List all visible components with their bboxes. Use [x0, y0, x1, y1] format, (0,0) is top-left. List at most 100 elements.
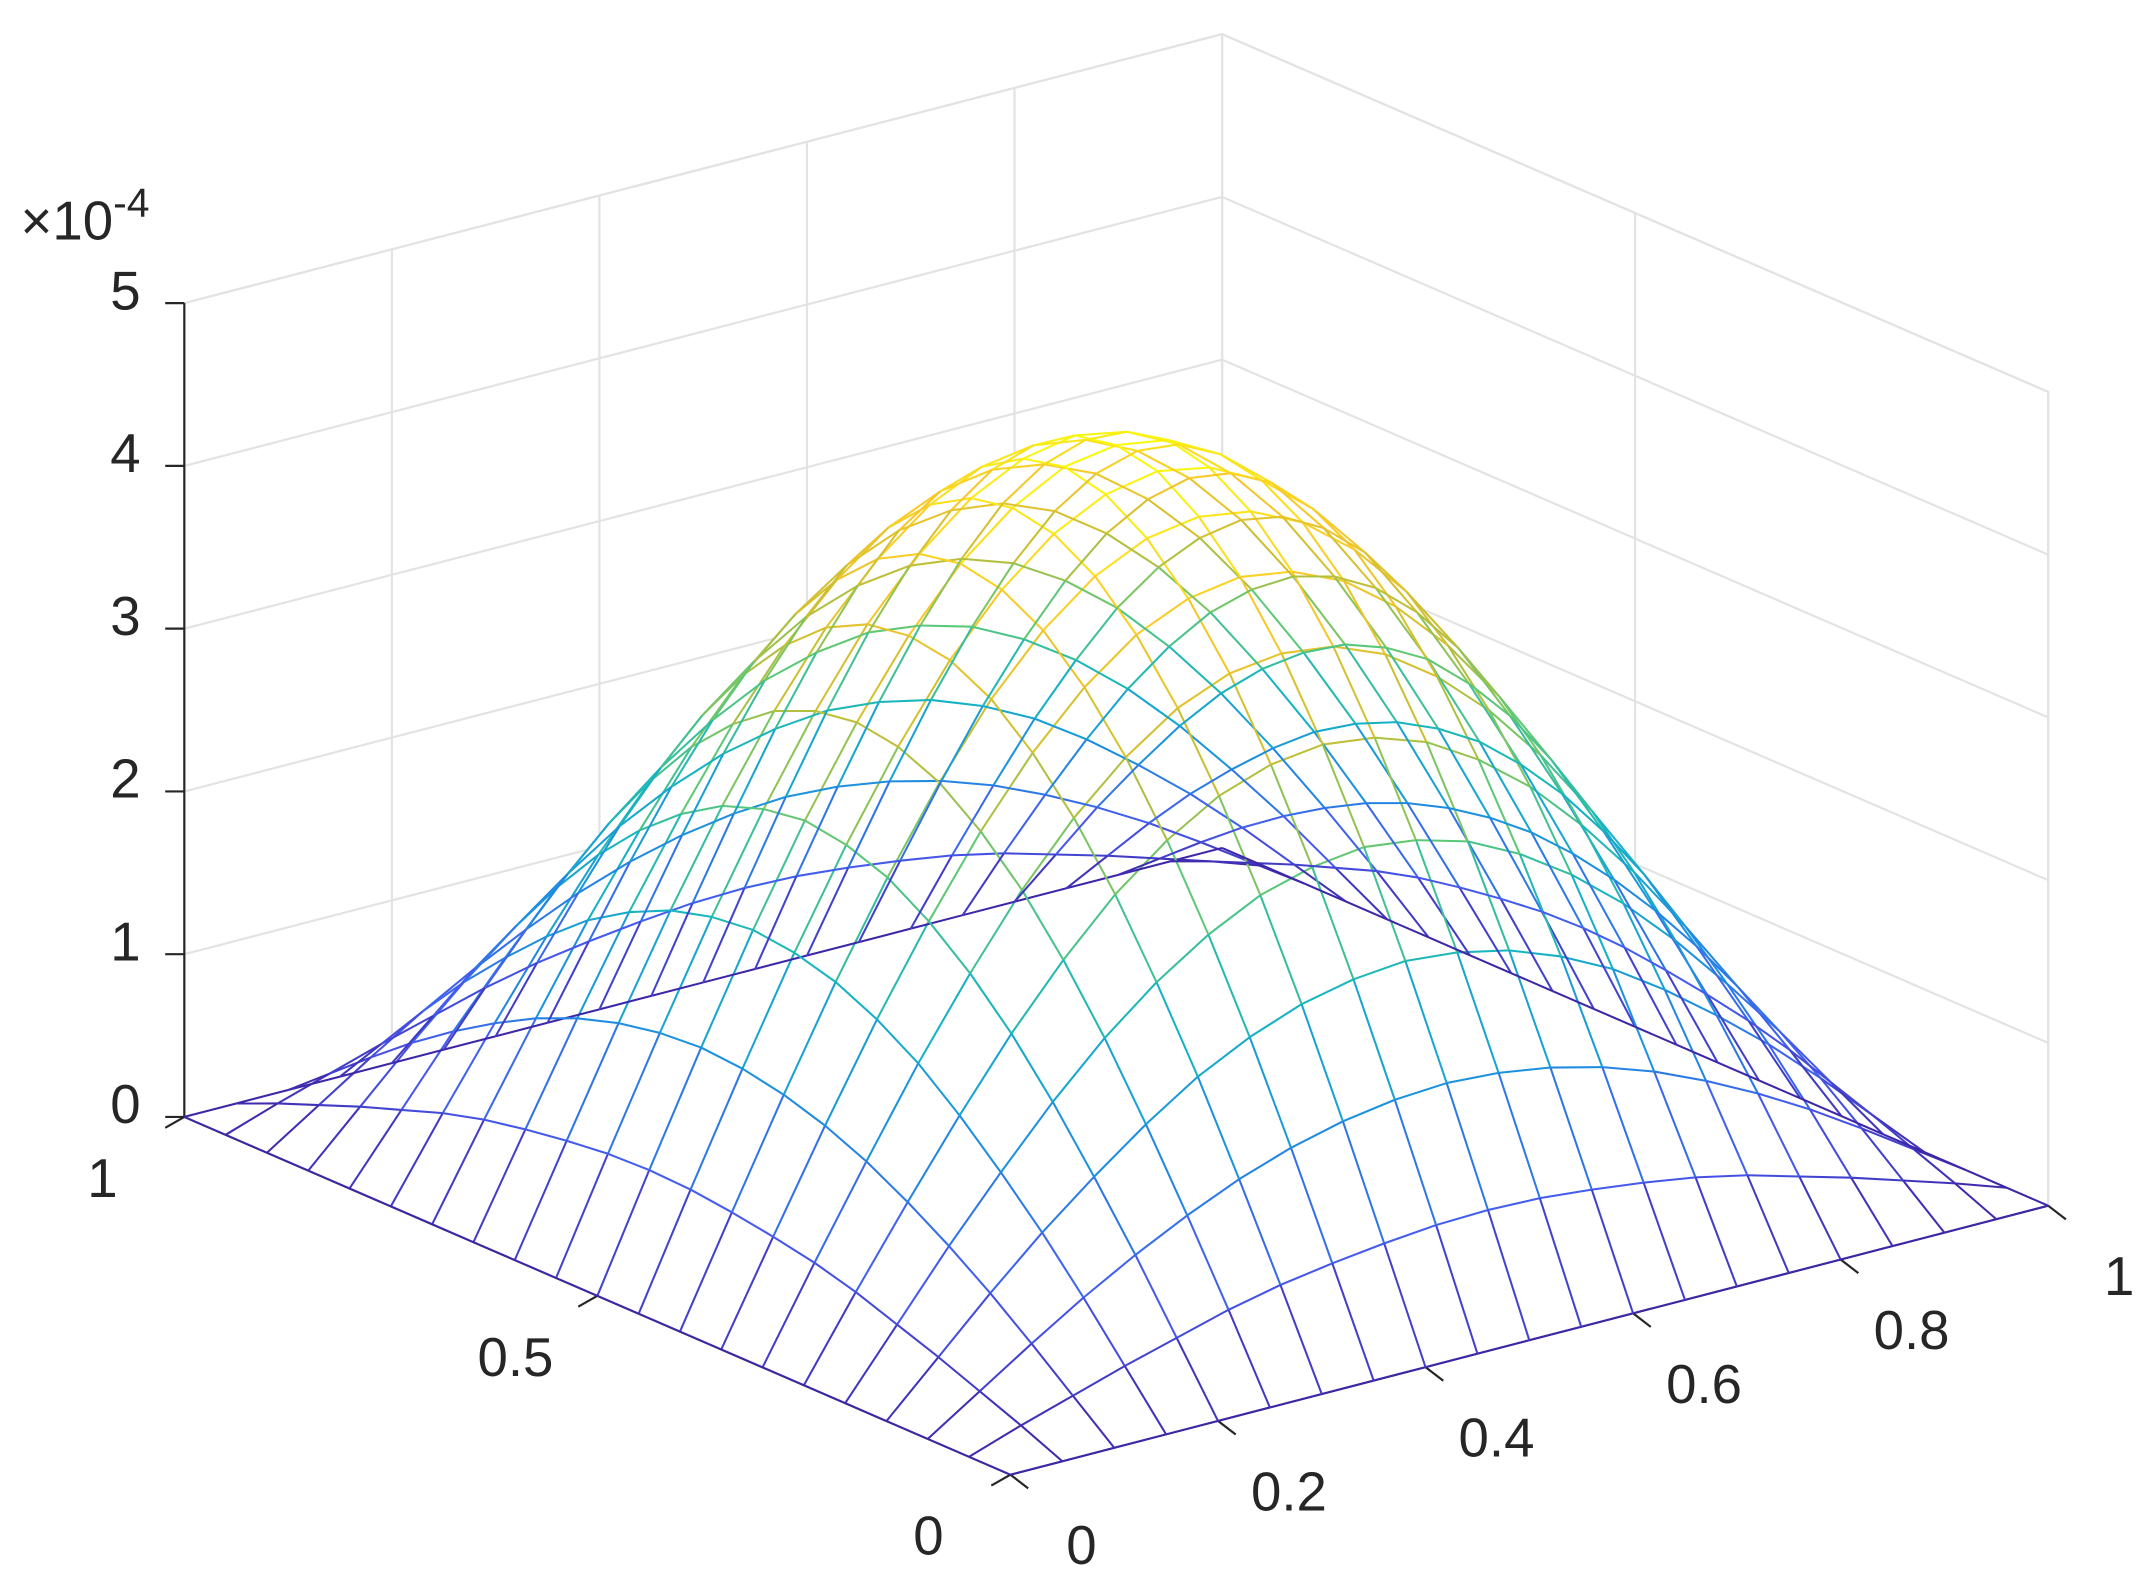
- mesh-edge: [1270, 743, 1324, 766]
- mesh-edge: [339, 1062, 393, 1078]
- mesh-edge: [761, 1262, 816, 1368]
- mesh-edge: [1066, 873, 1119, 890]
- mesh-edge: [701, 674, 745, 717]
- mesh-edge: [1344, 643, 1398, 723]
- surface-face: [1292, 571, 1386, 655]
- mesh-edge: [1030, 1296, 1085, 1345]
- surface-face: [1426, 742, 1520, 854]
- mesh-edge: [1072, 1395, 1115, 1449]
- mesh-edge: [845, 844, 889, 879]
- mesh-edge: [443, 1035, 496, 1051]
- mesh-edge: [1211, 860, 1253, 865]
- mesh-edge: [970, 457, 1024, 499]
- surface-face: [370, 982, 464, 1058]
- mesh-edge: [391, 1015, 434, 1064]
- mesh-edge: [1695, 945, 1750, 1022]
- mesh-edge: [473, 1241, 516, 1261]
- mesh-edge: [732, 710, 775, 726]
- mesh-edge: [1663, 989, 1708, 1082]
- mesh-edge: [826, 700, 880, 712]
- mesh-edge: [1113, 1433, 1167, 1449]
- mesh-edge: [1053, 533, 1096, 577]
- mesh-edge: [1228, 672, 1272, 765]
- mesh-edge: [1168, 645, 1222, 695]
- mesh-edge: [1706, 993, 1749, 1022]
- mesh-edge: [1011, 465, 1065, 509]
- surface-face: [1022, 817, 1116, 960]
- mesh-edge: [754, 954, 808, 970]
- mesh-edge: [1591, 1181, 1644, 1191]
- surface-face: [650, 674, 744, 782]
- mesh-edge: [1540, 754, 1584, 826]
- surface-face: [1395, 606, 1490, 711]
- mesh-edge: [1051, 1101, 1095, 1178]
- mesh-edge: [1509, 949, 1562, 958]
- mesh-edge: [1923, 1151, 1966, 1171]
- mesh-edge: [753, 616, 807, 663]
- mesh-edge: [1000, 1101, 1054, 1173]
- z-tick-label: 0: [110, 1074, 140, 1135]
- mesh-edge: [1107, 854, 1160, 860]
- mesh-edge: [1435, 1224, 1479, 1354]
- mesh-edge: [1459, 886, 1501, 900]
- mesh-edge: [1996, 1204, 2049, 1221]
- mesh-edge: [1373, 737, 1417, 841]
- mesh-edge: [1407, 802, 1449, 809]
- mesh-edge: [1013, 853, 1057, 903]
- surface-face: [1031, 1297, 1125, 1396]
- mesh-edge: [1259, 894, 1303, 1005]
- mesh-edge: [1044, 463, 1097, 475]
- mesh-edge: [1335, 866, 1377, 873]
- mesh-edge: [1166, 839, 1210, 936]
- surface-face: [1240, 571, 1334, 654]
- mesh-edge: [815, 710, 858, 724]
- surface-face: [959, 1033, 1053, 1173]
- surface-face: [1135, 1215, 1229, 1338]
- mesh-edge: [1227, 1309, 1271, 1408]
- mesh-edge: [1446, 644, 1490, 711]
- mesh-edge: [401, 1108, 443, 1115]
- mesh-edge: [951, 784, 995, 856]
- mesh-edge: [1145, 1123, 1189, 1216]
- mesh-edge: [1011, 506, 1055, 535]
- mesh-edge: [1147, 498, 1201, 539]
- mesh-edge: [836, 701, 880, 788]
- mesh-edge: [960, 562, 1003, 591]
- surface-face: [629, 805, 723, 913]
- mesh-edge: [1717, 1061, 1760, 1082]
- mesh-edge: [1509, 715, 1563, 795]
- mesh-edge: [681, 812, 735, 837]
- mesh-edge: [1261, 668, 1316, 733]
- mesh-edge: [919, 552, 961, 565]
- mesh-edge: [910, 914, 963, 930]
- mesh-edge: [1632, 1298, 1686, 1315]
- mesh-edge: [1239, 576, 1283, 654]
- surface-face: [1116, 439, 1210, 472]
- mesh-edge: [1127, 688, 1181, 727]
- mesh-edge: [1147, 477, 1190, 501]
- mesh-edge: [753, 613, 797, 663]
- mesh-edge: [795, 786, 839, 877]
- surface-face: [919, 498, 1013, 564]
- z-multiplier-base: ×10: [20, 191, 113, 252]
- mesh-edge: [1155, 981, 1199, 1078]
- mesh-edge: [1520, 763, 1563, 795]
- surface-face: [1094, 1124, 1188, 1255]
- surface-face: [598, 746, 692, 855]
- mesh-edge: [463, 956, 506, 984]
- surface-face: [1374, 737, 1468, 842]
- mesh-edge: [1622, 903, 1666, 991]
- mesh-edge: [804, 721, 858, 821]
- mesh-edge: [1229, 472, 1284, 518]
- mesh-edge: [1355, 721, 1397, 725]
- mesh-edge: [1427, 658, 1470, 685]
- surface-face: [453, 936, 547, 1032]
- surface-face: [1228, 1284, 1322, 1408]
- mesh-edge: [599, 994, 652, 1011]
- surface-face: [979, 1343, 1073, 1426]
- mesh-edge: [587, 861, 632, 942]
- mesh-edge: [536, 892, 580, 964]
- mesh-edge: [1207, 934, 1251, 1038]
- mesh-edge: [1291, 571, 1335, 647]
- mesh-edge: [1106, 532, 1160, 569]
